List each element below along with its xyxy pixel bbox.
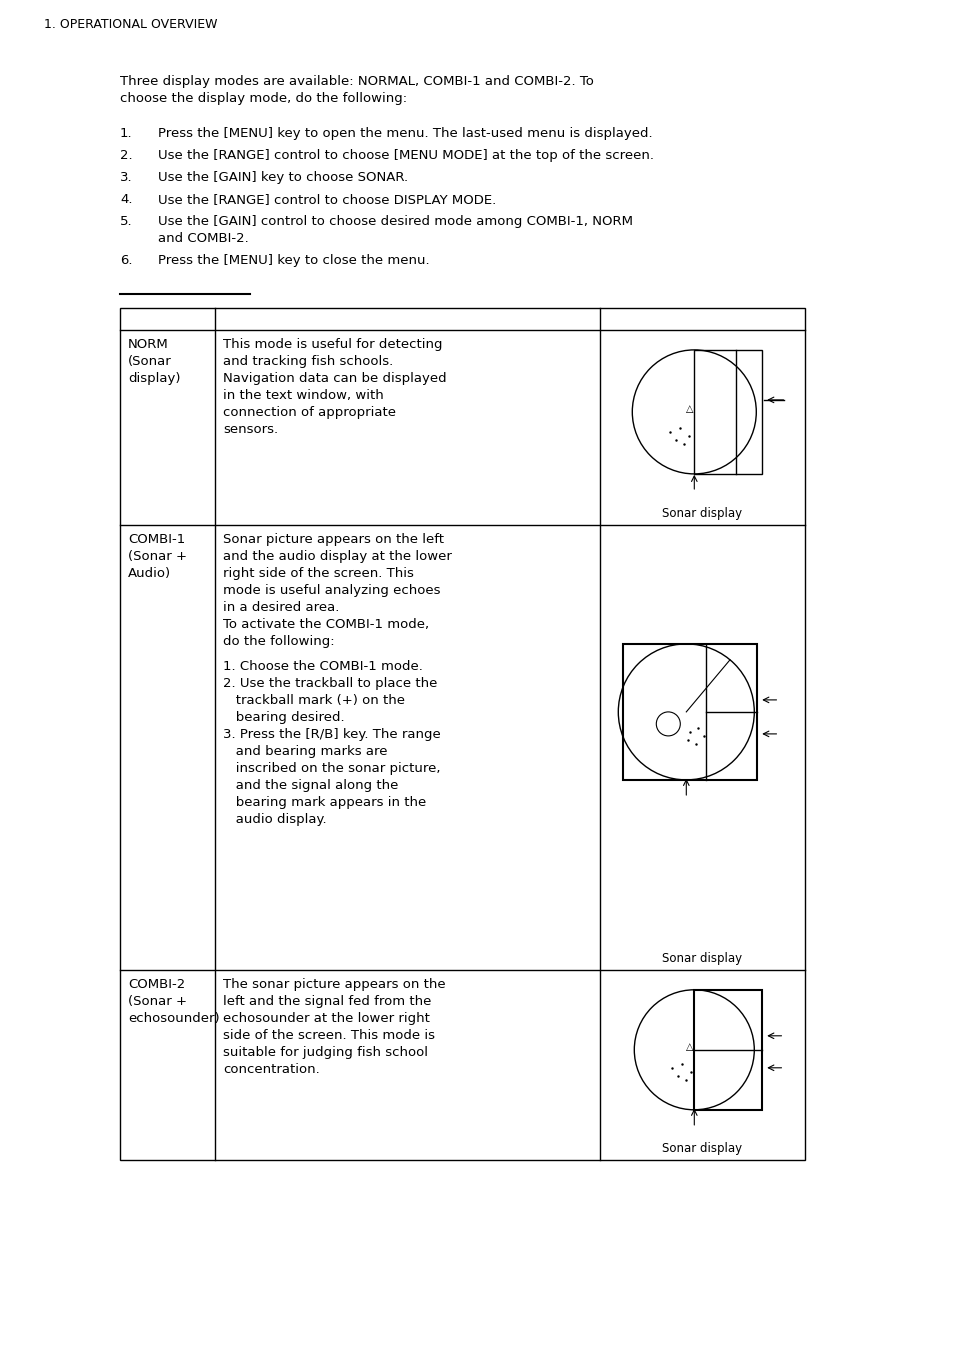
Text: Press the [MENU] key to close the menu.: Press the [MENU] key to close the menu. xyxy=(158,254,429,267)
Text: and COMBI-2.: and COMBI-2. xyxy=(158,232,249,245)
Text: choose the display mode, do the following:: choose the display mode, do the followin… xyxy=(120,92,407,105)
Text: This mode is useful for detecting: This mode is useful for detecting xyxy=(223,338,442,351)
Text: suitable for judging fish school: suitable for judging fish school xyxy=(223,1046,428,1059)
Text: 3.: 3. xyxy=(120,172,132,184)
Text: Press the [MENU] key to open the menu. The last-used menu is displayed.: Press the [MENU] key to open the menu. T… xyxy=(158,127,652,141)
Text: Use the [GAIN] key to choose SONAR.: Use the [GAIN] key to choose SONAR. xyxy=(158,172,408,184)
Text: 1. Choose the COMBI-1 mode.: 1. Choose the COMBI-1 mode. xyxy=(223,661,422,673)
Text: (Sonar +: (Sonar + xyxy=(128,994,187,1008)
Text: 5.: 5. xyxy=(120,215,132,228)
Text: trackball mark (+) on the: trackball mark (+) on the xyxy=(223,694,405,707)
Text: Three display modes are available: NORMAL, COMBI-1 and COMBI-2. To: Three display modes are available: NORMA… xyxy=(120,76,594,88)
Text: NORM: NORM xyxy=(128,338,169,351)
Text: 2.: 2. xyxy=(120,149,132,162)
Text: concentration.: concentration. xyxy=(223,1063,319,1075)
Text: audio display.: audio display. xyxy=(223,813,326,825)
Text: and bearing marks are: and bearing marks are xyxy=(223,744,387,758)
Bar xyxy=(694,990,761,1109)
Text: inscribed on the sonar picture,: inscribed on the sonar picture, xyxy=(223,762,440,775)
Bar xyxy=(694,350,761,474)
Text: in a desired area.: in a desired area. xyxy=(223,601,339,613)
Text: and the signal along the: and the signal along the xyxy=(223,780,398,792)
Text: connection of appropriate: connection of appropriate xyxy=(223,407,395,419)
Text: side of the screen. This mode is: side of the screen. This mode is xyxy=(223,1029,435,1042)
Text: To activate the COMBI-1 mode,: To activate the COMBI-1 mode, xyxy=(223,617,429,631)
Text: COMBI-2: COMBI-2 xyxy=(128,978,185,992)
Text: and tracking fish schools.: and tracking fish schools. xyxy=(223,355,393,367)
Text: sensors.: sensors. xyxy=(223,423,278,436)
Text: 2. Use the trackball to place the: 2. Use the trackball to place the xyxy=(223,677,436,690)
Text: bearing desired.: bearing desired. xyxy=(223,711,344,724)
Text: and the audio display at the lower: and the audio display at the lower xyxy=(223,550,452,563)
Text: △: △ xyxy=(685,1042,693,1052)
Text: (Sonar +: (Sonar + xyxy=(128,550,187,563)
Text: The sonar picture appears on the: The sonar picture appears on the xyxy=(223,978,445,992)
Text: (Sonar: (Sonar xyxy=(128,355,172,367)
Text: Navigation data can be displayed: Navigation data can be displayed xyxy=(223,372,446,385)
Text: Sonar picture appears on the left: Sonar picture appears on the left xyxy=(223,534,443,546)
Bar xyxy=(622,644,757,780)
Text: Sonar display: Sonar display xyxy=(661,507,741,520)
Text: Use the [RANGE] control to choose DISPLAY MODE.: Use the [RANGE] control to choose DISPLA… xyxy=(158,193,496,205)
Text: do the following:: do the following: xyxy=(223,635,335,648)
Text: 1. OPERATIONAL OVERVIEW: 1. OPERATIONAL OVERVIEW xyxy=(44,18,217,31)
Text: 3. Press the [R/B] key. The range: 3. Press the [R/B] key. The range xyxy=(223,728,440,740)
Text: △: △ xyxy=(685,404,693,413)
Text: echosounder at the lower right: echosounder at the lower right xyxy=(223,1012,430,1025)
Text: Use the [GAIN] control to choose desired mode among COMBI-1, NORM: Use the [GAIN] control to choose desired… xyxy=(158,215,633,228)
Text: echosounder): echosounder) xyxy=(128,1012,219,1025)
Text: 1.: 1. xyxy=(120,127,132,141)
Text: display): display) xyxy=(128,372,180,385)
Text: 4.: 4. xyxy=(120,193,132,205)
Text: COMBI-1: COMBI-1 xyxy=(128,534,185,546)
Text: left and the signal fed from the: left and the signal fed from the xyxy=(223,994,431,1008)
Bar xyxy=(120,308,804,1161)
Text: mode is useful analyzing echoes: mode is useful analyzing echoes xyxy=(223,584,440,597)
Text: bearing mark appears in the: bearing mark appears in the xyxy=(223,796,426,809)
Text: Use the [RANGE] control to choose [MENU MODE] at the top of the screen.: Use the [RANGE] control to choose [MENU … xyxy=(158,149,654,162)
Text: right side of the screen. This: right side of the screen. This xyxy=(223,567,414,580)
Text: in the text window, with: in the text window, with xyxy=(223,389,383,403)
Text: Audio): Audio) xyxy=(128,567,171,580)
Text: Sonar display: Sonar display xyxy=(661,952,741,965)
Text: Sonar display: Sonar display xyxy=(661,1142,741,1155)
Text: 6.: 6. xyxy=(120,254,132,267)
